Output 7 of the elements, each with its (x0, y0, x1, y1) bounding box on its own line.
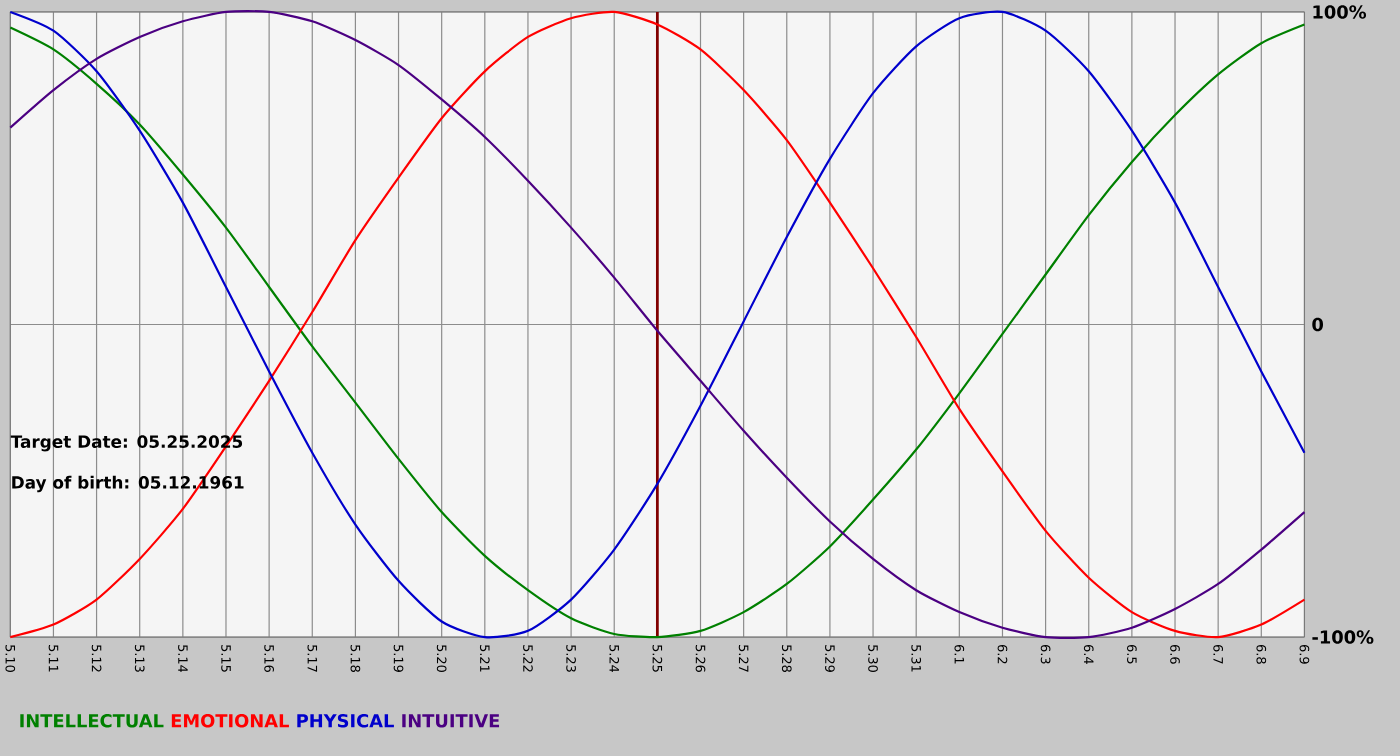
text: INTELLECTUAL (20, 713, 164, 728)
y-tick-label: 0 (1312, 317, 1324, 331)
text: EMOTIONAL (171, 713, 289, 728)
y-tick-label: -100% (1312, 630, 1374, 644)
y-tick-label: 100% (1313, 4, 1367, 19)
text: INTUITIVE (402, 713, 500, 728)
text: PHYSICAL (297, 713, 394, 728)
